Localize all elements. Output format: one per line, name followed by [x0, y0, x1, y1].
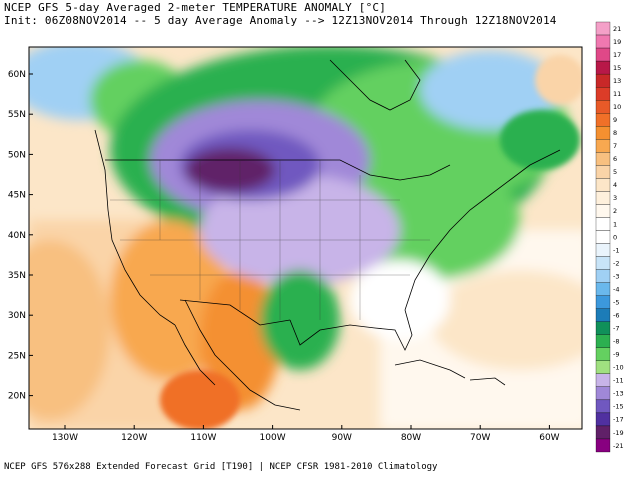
- colorbar-swatch: [595, 73, 611, 88]
- colorbar-swatch: [595, 34, 611, 49]
- anomaly-field: [29, 47, 582, 429]
- political-borders: [110, 160, 430, 320]
- coastlines: [94, 59, 561, 411]
- colorbar-label: 11: [613, 90, 621, 98]
- colorbar-label: 6: [613, 155, 617, 163]
- colorbar-swatch: [595, 282, 611, 296]
- colorbar-swatch: [595, 217, 611, 231]
- map-subtitle: Init: 06Z08NOV2014 -- 5 day Average Anom…: [4, 14, 557, 27]
- colorbar-label: -6: [613, 311, 619, 319]
- colorbar-swatch: [595, 347, 611, 361]
- colorbar-swatch: [595, 230, 611, 244]
- colorbar-swatch: [595, 87, 611, 101]
- lat-label-45n: 45N: [8, 191, 26, 201]
- colorbar-swatch: [595, 360, 611, 374]
- lon-label-100w: 100W: [260, 433, 286, 443]
- lat-label-40n: 40N: [8, 231, 26, 241]
- lat-label-35n: 35N: [8, 271, 26, 281]
- lon-label-70w: 70W: [470, 433, 490, 443]
- lon-label-80w: 80W: [401, 433, 421, 443]
- colorbar-swatch: [595, 126, 611, 140]
- colorbar-swatch: [595, 256, 611, 270]
- colorbar-label: -10: [613, 364, 624, 372]
- colorbar-label: -11: [613, 377, 624, 385]
- colorbar-label: -13: [613, 390, 624, 398]
- colorbar-swatch: [595, 60, 611, 75]
- colorbar-label: -21: [613, 442, 624, 450]
- lon-label-130w: 130W: [52, 433, 78, 443]
- colorbar-swatch: [595, 295, 611, 309]
- colorbar-label: -9: [613, 351, 619, 359]
- colorbar-label: -2: [613, 259, 619, 267]
- lon-label-110w: 110W: [190, 433, 216, 443]
- colorbar-label: -19: [613, 429, 624, 437]
- colorbar-label: 13: [613, 77, 621, 85]
- colorbar-label: -3: [613, 272, 619, 280]
- colorbar-swatch: [595, 399, 611, 414]
- colorbar-label: 17: [613, 51, 621, 59]
- colorbar-label: 21: [613, 25, 621, 33]
- colorbar-label: -8: [613, 338, 619, 346]
- colorbar-label: 4: [613, 181, 617, 189]
- colorbar-swatch: [595, 373, 611, 387]
- lat-label-30n: 30N: [8, 311, 26, 321]
- lon-label-60w: 60W: [539, 433, 559, 443]
- colorbar-label: -7: [613, 325, 619, 333]
- colorbar: 211917151311109876543210-1-2-3-4-5-6-7-8…: [595, 21, 624, 453]
- colorbar-label: 7: [613, 142, 617, 150]
- footer-credit: NCEP GFS 576x288 Extended Forecast Grid …: [4, 462, 438, 472]
- colorbar-swatch: [595, 165, 611, 179]
- lat-label-20n: 20N: [8, 392, 26, 402]
- colorbar-swatch: [595, 243, 611, 257]
- colorbar-swatch: [595, 47, 611, 62]
- lat-label-25n: 25N: [8, 351, 26, 361]
- colorbar-swatch: [595, 438, 611, 453]
- colorbar-label: 5: [613, 168, 617, 176]
- colorbar-swatch: [595, 113, 611, 127]
- colorbar-swatch: [595, 21, 611, 36]
- lon-label-90w: 90W: [332, 433, 352, 443]
- colorbar-label: 15: [613, 64, 621, 72]
- colorbar-swatch: [595, 204, 611, 218]
- colorbar-swatch: [595, 321, 611, 335]
- colorbar-label: -4: [613, 285, 619, 293]
- colorbar-label: 3: [613, 194, 617, 202]
- colorbar-swatch: [595, 100, 611, 114]
- colorbar-swatch: [595, 386, 611, 401]
- colorbar-label: 1: [613, 220, 617, 228]
- colorbar-swatch: [595, 139, 611, 153]
- colorbar-label: 8: [613, 129, 617, 137]
- colorbar-swatch: [595, 334, 611, 348]
- plot-frame: [28, 46, 583, 430]
- colorbar-swatch: [595, 425, 611, 440]
- lat-label-55n: 55N: [8, 110, 26, 120]
- map-title: NCEP GFS 5-day Averaged 2-meter TEMPERAT…: [4, 1, 387, 14]
- colorbar-swatch: [595, 178, 611, 192]
- lon-label-120w: 120W: [121, 433, 147, 443]
- colorbar-label: 0: [613, 233, 617, 241]
- lat-label-50n: 50N: [8, 150, 26, 160]
- lat-label-60n: 60N: [8, 70, 26, 80]
- colorbar-label: -1: [613, 246, 619, 254]
- colorbar-label: -15: [613, 403, 624, 411]
- colorbar-swatch: [595, 412, 611, 427]
- colorbar-label: -17: [613, 416, 624, 424]
- colorbar-label: 9: [613, 116, 617, 124]
- colorbar-swatch: [595, 308, 611, 322]
- colorbar-label: 2: [613, 207, 617, 215]
- colorbar-swatch: [595, 152, 611, 166]
- colorbar-label: 19: [613, 38, 621, 46]
- colorbar-label: -5: [613, 298, 619, 306]
- colorbar-swatch: [595, 191, 611, 205]
- colorbar-label: 10: [613, 103, 621, 111]
- colorbar-swatch: [595, 269, 611, 283]
